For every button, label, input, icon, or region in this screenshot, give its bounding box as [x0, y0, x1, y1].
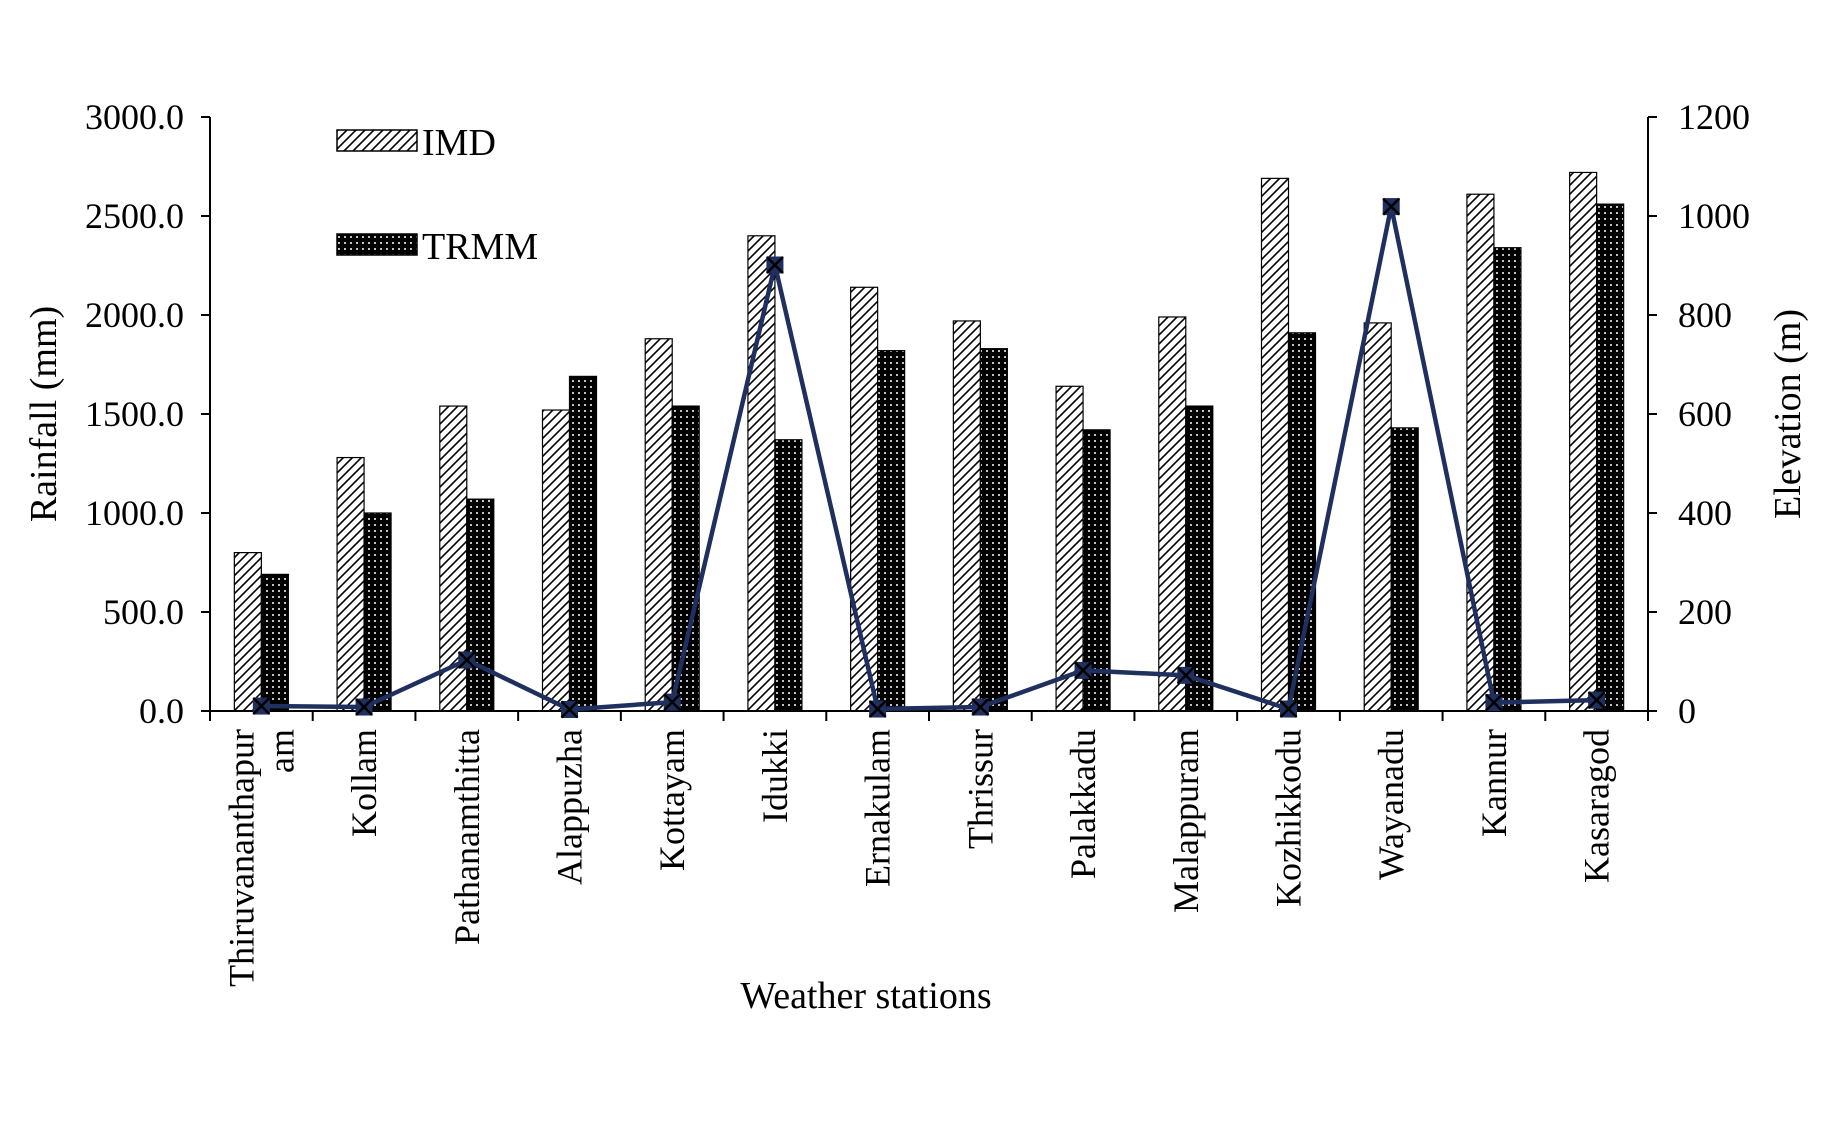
y2-axis-title: Elevation (m) — [1767, 309, 1809, 519]
elevation-marker — [560, 700, 579, 719]
y2-tick-label: 400 — [1678, 493, 1732, 533]
bar-trmm — [1185, 405, 1214, 712]
bar-trmm — [877, 350, 906, 712]
y2-tick-label: 800 — [1678, 295, 1732, 335]
category-label: Thiruvananthapur — [221, 729, 261, 987]
bar-imd — [1055, 385, 1084, 712]
bar-trmm — [1390, 427, 1419, 712]
legend-label-trmm: TRMM — [422, 226, 538, 268]
category-label: am — [261, 729, 301, 773]
category-label: Malappuram — [1166, 729, 1206, 913]
bar-trmm — [1287, 332, 1317, 712]
category-label: Palakkadu — [1063, 729, 1103, 879]
category-label: Kollam — [344, 729, 384, 837]
x-axis-title: Weather stations — [740, 975, 991, 1017]
bar-trmm — [774, 439, 803, 712]
bar-imd — [1569, 171, 1598, 712]
elevation-marker — [971, 698, 990, 716]
category-label: Idukki — [755, 729, 795, 823]
elevation-marker — [663, 693, 682, 711]
bar-imd — [541, 409, 571, 712]
category-label: Kasaragod — [1577, 729, 1617, 883]
y2-tick-label: 0 — [1678, 691, 1696, 731]
elevation-line-group — [252, 197, 1606, 719]
elevation-marker — [1485, 693, 1503, 712]
elevation-marker — [766, 256, 784, 274]
y-tick-label: 2000.0 — [85, 295, 184, 335]
y2-tick-label: 1200 — [1678, 97, 1750, 137]
bar-imd — [1158, 316, 1187, 712]
category-label: Ernakulam — [858, 729, 898, 887]
category-labels-group: Thiruvananthapur am Kollam Pathanamthitta Al… — [221, 729, 1616, 987]
bar-trmm — [568, 375, 598, 712]
y-tick-label: 2500.0 — [85, 196, 184, 236]
bar-trmm — [466, 498, 495, 712]
elevation-marker — [457, 651, 476, 669]
y2-tick-label: 600 — [1678, 394, 1732, 434]
bar-imd — [1363, 322, 1392, 712]
category-label: Kannur — [1474, 729, 1514, 837]
category-label: Wayanadu — [1371, 729, 1411, 880]
y2-tick-label: 1000 — [1678, 196, 1750, 236]
legend-swatch-imd — [336, 129, 418, 152]
y2-tick-label: 200 — [1678, 592, 1732, 632]
bar-imd — [1260, 177, 1290, 712]
bar-trmm — [1596, 203, 1625, 712]
elevation-marker — [1279, 700, 1298, 718]
legend-label-imd: IMD — [422, 122, 496, 164]
bar-imd — [747, 235, 776, 712]
bar-trmm — [363, 512, 392, 712]
y-tick-label: 1500.0 — [85, 394, 184, 434]
elevation-marker — [1382, 197, 1401, 216]
category-label: Kozhikkodu — [1269, 729, 1309, 907]
elevation-marker — [868, 700, 887, 718]
bar-trmm — [671, 405, 700, 712]
elevation-marker — [252, 697, 271, 715]
category-label: Alappuzha — [550, 729, 590, 885]
y-tick-label: 0.0 — [139, 691, 184, 731]
y-tick-label: 500.0 — [103, 592, 184, 632]
elevation-marker — [1176, 666, 1195, 685]
category-label: Kottayam — [652, 729, 692, 871]
elevation-marker — [1074, 661, 1092, 680]
legend: IMD TRMM — [336, 122, 538, 268]
elevation-marker — [355, 698, 373, 716]
elevation-marker — [1587, 691, 1606, 709]
bar-imd — [233, 551, 262, 712]
bar-imd — [644, 338, 673, 712]
category-label: Pathanamthitta — [447, 729, 487, 945]
elevation-line — [261, 204, 1597, 712]
bar-imd — [952, 320, 981, 712]
bar-imd — [336, 456, 365, 712]
bar-trmm — [979, 348, 1008, 712]
y-tick-label: 1000.0 — [85, 493, 184, 533]
category-label: Thrissur — [960, 729, 1000, 849]
ticks-group: 0.0 500.0 1000.0 1500.0 2000.0 2500.0 3000.0 0 2… — [85, 97, 1750, 731]
bar-trmm — [1493, 247, 1522, 712]
y-axis-title: Rainfall (mm) — [23, 306, 65, 522]
legend-swatch-trmm — [336, 233, 418, 256]
y-tick-label: 3000.0 — [85, 97, 184, 137]
bar-trmm — [260, 573, 289, 712]
